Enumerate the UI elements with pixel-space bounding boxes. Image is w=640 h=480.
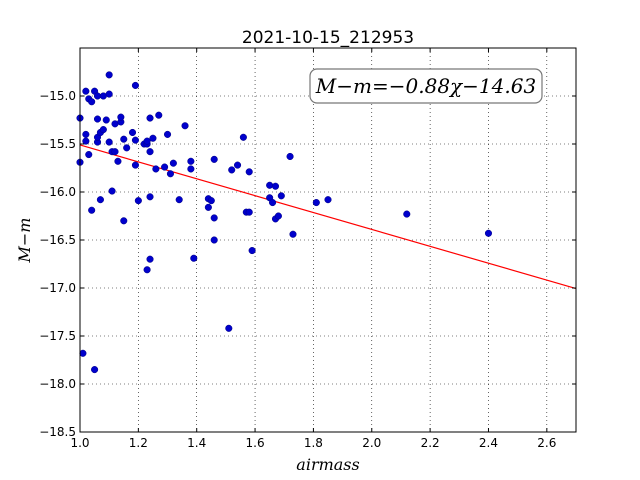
data-point: [181, 122, 189, 130]
x-tick-label: 1.2: [129, 436, 148, 450]
data-point: [146, 148, 154, 156]
chart-title: 2021-10-15_212953: [242, 28, 414, 48]
data-point: [277, 192, 285, 200]
y-axis-label: M−m: [15, 218, 34, 264]
data-point: [289, 230, 297, 238]
data-point: [146, 193, 154, 201]
data-point: [105, 71, 113, 79]
data-point: [111, 148, 119, 156]
data-point: [131, 81, 139, 89]
annotation-box: [309, 68, 543, 104]
data-point: [152, 165, 160, 173]
data-point: [210, 236, 218, 244]
data-point: [248, 247, 256, 255]
data-point: [85, 151, 93, 159]
data-point: [175, 196, 183, 204]
x-tick-label: 1.0: [70, 436, 89, 450]
y-tick-label: −16.5: [39, 233, 76, 247]
data-point: [88, 98, 96, 106]
data-point: [134, 197, 142, 205]
data-point: [117, 113, 125, 121]
data-point: [82, 137, 90, 145]
data-point: [114, 157, 122, 165]
data-point: [161, 163, 169, 171]
data-point: [96, 196, 104, 204]
data-point: [120, 135, 128, 143]
data-point: [187, 165, 195, 173]
y-tick-label: −17.0: [39, 281, 76, 295]
y-tick-label: −18.0: [39, 377, 76, 391]
data-point: [82, 87, 90, 95]
data-point: [228, 166, 236, 174]
data-point: [207, 197, 215, 205]
data-point: [210, 214, 218, 222]
data-point: [128, 128, 137, 137]
data-point: [225, 324, 233, 332]
x-tick-label: 1.8: [304, 436, 323, 450]
data-point: [274, 212, 282, 220]
data-point: [105, 90, 113, 98]
annotation-text: M−m=−0.88χ−14.63: [315, 74, 536, 98]
y-tick-label: −15.5: [39, 137, 76, 151]
data-point: [210, 155, 218, 163]
y-tick-label: −17.5: [39, 329, 76, 343]
data-point: [108, 187, 116, 195]
data-point: [143, 266, 151, 274]
x-axis-label: airmass: [296, 455, 359, 474]
data-point: [204, 203, 212, 211]
data-point: [146, 255, 154, 263]
data-point: [271, 182, 280, 190]
x-tick-label: 2.6: [537, 436, 556, 450]
data-point: [131, 136, 139, 144]
x-tick-label: 2.0: [362, 436, 381, 450]
y-tick-label: −18.5: [39, 425, 76, 439]
data-point: [245, 168, 253, 176]
data-point: [234, 161, 242, 169]
data-point: [93, 115, 102, 123]
data-point: [131, 161, 139, 169]
data-point: [324, 196, 332, 204]
x-tick-label: 1.6: [246, 436, 265, 450]
data-point: [88, 206, 96, 214]
data-point: [403, 210, 411, 218]
y-tick-label: −16.0: [39, 185, 76, 199]
data-point: [190, 254, 198, 262]
data-point: [120, 217, 128, 225]
data-point: [286, 152, 294, 161]
data-point: [163, 130, 172, 138]
fit-annotation: M−m=−0.88χ−14.63: [309, 68, 543, 104]
data-point: [155, 111, 163, 119]
data-point: [484, 229, 493, 237]
data-point: [105, 138, 113, 146]
data-point: [82, 130, 90, 138]
grid: [80, 48, 576, 432]
data-point: [99, 126, 107, 134]
data-point: [312, 199, 320, 207]
data-point: [245, 208, 253, 216]
data-points: [76, 71, 493, 374]
data-point: [79, 349, 87, 357]
x-tick-label: 2.4: [479, 436, 498, 450]
data-point: [169, 159, 177, 167]
data-point: [269, 199, 277, 207]
x-tick-label: 1.4: [187, 436, 206, 450]
y-tick-label: −15.0: [39, 89, 76, 103]
data-point: [91, 366, 99, 374]
data-point: [166, 170, 174, 178]
data-point: [102, 116, 110, 124]
data-point: [146, 114, 154, 122]
x-tick-label: 2.2: [421, 436, 440, 450]
axis-ticks: 1.0 1.2 1.4 1.6 1.8 2.0 2.2 2.4 2.6 −15.0 −15.5 −16…: [39, 48, 576, 450]
data-point: [123, 144, 131, 152]
data-point: [149, 134, 157, 142]
data-point: [239, 133, 247, 141]
data-point: [187, 157, 195, 165]
data-point: [143, 137, 151, 145]
data-point: [266, 181, 274, 189]
